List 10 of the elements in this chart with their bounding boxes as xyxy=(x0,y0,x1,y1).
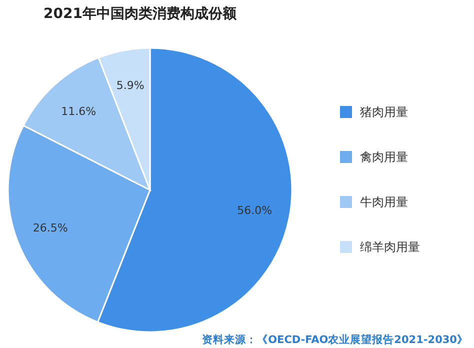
legend-label: 绵羊肉用量 xyxy=(360,240,420,254)
text: 资料来源：《OECD-FAO农业展望报告2021-2030》 xyxy=(202,333,468,346)
data-label: 26.5% xyxy=(32,221,68,234)
chart-title: 2021年中国肉类消费构成份额 xyxy=(44,5,238,22)
legend-label: 猪肉用量 xyxy=(360,105,408,120)
data-label: 11.6% xyxy=(61,104,96,118)
legend-label: 禽肉用量 xyxy=(360,150,408,164)
data-label: 56.0% xyxy=(237,204,272,217)
data-label: 5.9% xyxy=(116,79,144,92)
legend-label: 牛肉用量 xyxy=(360,195,408,210)
